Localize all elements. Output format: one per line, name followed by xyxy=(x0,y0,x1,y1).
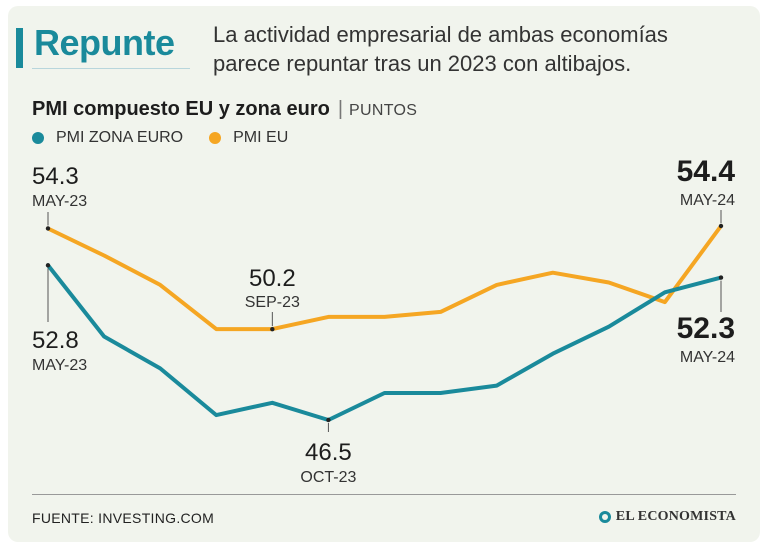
chart-title-separator: | xyxy=(337,98,344,120)
header-accent-bar xyxy=(16,28,23,68)
chart-units: PUNTOS xyxy=(349,102,418,119)
annotation-value-euro-0: 52.8 xyxy=(32,327,79,354)
legend-item-euro: PMI ZONA EURO xyxy=(32,129,183,147)
source-text: FUENTE: INVESTING.COM xyxy=(32,510,215,526)
annotation-value-euro-12: 52.3 xyxy=(677,312,735,345)
data-point-eu-12 xyxy=(718,223,724,229)
header-title: Repunte xyxy=(34,22,175,63)
brand-mark-icon xyxy=(598,511,611,523)
annotation-date-euro-0: MAY-23 xyxy=(32,357,87,374)
data-point-eu-4 xyxy=(270,326,275,332)
header-description: La actividad empresarial de ambas econom… xyxy=(213,22,668,76)
data-point-euro-12 xyxy=(718,275,724,280)
footer-divider xyxy=(32,494,736,495)
annotation-value-eu-12: 54.4 xyxy=(677,155,736,188)
annotation-date-eu-0: MAY-23 xyxy=(32,193,87,210)
annotation-date-euro-12: MAY-24 xyxy=(680,349,735,366)
legend-dot-euro xyxy=(32,132,44,144)
series-line-euro xyxy=(46,263,723,422)
annotation-value-eu-0: 54.3 xyxy=(32,163,79,190)
data-point-eu-0 xyxy=(45,226,51,231)
data-point-euro-5 xyxy=(326,417,331,423)
chart-title-main: PMI compuesto EU y zona euro xyxy=(32,98,330,120)
brand-name: EL ECONOMISTA xyxy=(615,509,736,524)
chart-legend: PMI ZONA EURO PMI EU xyxy=(32,129,314,147)
infographic-card: Repunte La actividad empresarial de amba… xyxy=(8,6,760,542)
annotation-date-eu-12: MAY-24 xyxy=(680,192,735,209)
series-line-eu xyxy=(46,224,723,332)
annotation-value-euro-5: 46.5 xyxy=(305,439,352,466)
annotation-value-eu-4: 50.2 xyxy=(249,265,296,292)
legend-label-euro: PMI ZONA EURO xyxy=(56,129,184,146)
legend-dot-eu xyxy=(209,132,222,144)
chart-title: PMI compuesto EU y zona euro | PUNTOS xyxy=(32,98,417,121)
brand-logo: EL ECONOMISTA xyxy=(598,509,736,525)
annotation-date-euro-5: OCT-23 xyxy=(300,469,356,486)
legend-item-eu: PMI EU xyxy=(209,129,288,147)
header-underline xyxy=(32,68,190,69)
data-point-euro-0 xyxy=(45,263,51,268)
annotation-date-eu-4: SEP-23 xyxy=(245,294,300,311)
legend-label-eu: PMI EU xyxy=(233,129,289,146)
